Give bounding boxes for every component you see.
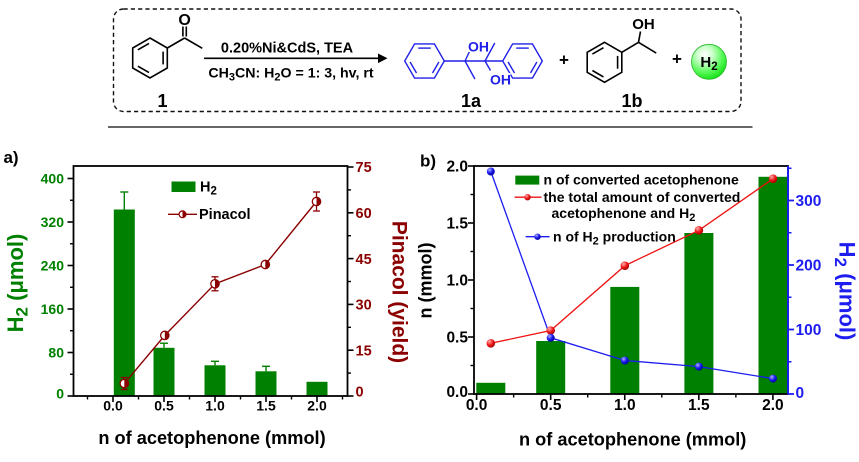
- svg-text:OH: OH: [490, 71, 511, 87]
- svg-text:2.0: 2.0: [762, 397, 784, 414]
- svg-text:n of acetophenone (mmol): n of acetophenone (mmol): [519, 430, 746, 450]
- svg-text:+: +: [672, 49, 682, 68]
- svg-text:Pinacol (yield): Pinacol (yield): [388, 221, 411, 363]
- svg-text:n (mmol): n (mmol): [415, 243, 435, 319]
- svg-text:15: 15: [356, 343, 372, 359]
- svg-text:2.0: 2.0: [446, 158, 468, 175]
- svg-text:45: 45: [356, 252, 372, 268]
- svg-text:n of acetophenone (mmol): n of acetophenone (mmol): [98, 428, 325, 448]
- svg-text:0: 0: [796, 385, 805, 402]
- svg-text:n of H2 production: n of H2 production: [553, 228, 676, 247]
- svg-text:1b: 1b: [621, 91, 642, 111]
- svg-text:OH: OH: [468, 38, 489, 54]
- svg-text:1.5: 1.5: [688, 397, 710, 414]
- svg-text:0.0: 0.0: [446, 384, 468, 401]
- svg-text:60: 60: [356, 206, 372, 222]
- svg-text:0.5: 0.5: [446, 329, 468, 346]
- svg-text:320: 320: [41, 214, 65, 230]
- svg-text:OH: OH: [632, 16, 655, 33]
- svg-text:240: 240: [41, 258, 65, 274]
- svg-text:1: 1: [157, 91, 167, 111]
- svg-text:O: O: [178, 12, 190, 29]
- svg-text:1.0: 1.0: [446, 272, 468, 289]
- svg-text:Pinacol: Pinacol: [199, 207, 251, 223]
- svg-text:400: 400: [41, 171, 65, 187]
- svg-text:0.5: 0.5: [540, 397, 562, 414]
- svg-text:acetophenone and H2: acetophenone and H2: [552, 205, 696, 224]
- svg-text:1.5: 1.5: [446, 215, 468, 232]
- svg-text:100: 100: [796, 322, 822, 339]
- svg-text:a): a): [3, 148, 18, 167]
- svg-text:0.20%Ni&CdS, TEA: 0.20%Ni&CdS, TEA: [221, 41, 354, 57]
- svg-text:0.5: 0.5: [154, 398, 174, 414]
- svg-text:b): b): [420, 152, 436, 171]
- svg-text:+: +: [559, 51, 569, 70]
- svg-text:H2 (μmol): H2 (μmol): [3, 234, 32, 333]
- svg-text:75: 75: [356, 160, 372, 176]
- svg-text:n of converted acetophenone: n of converted acetophenone: [544, 172, 739, 188]
- svg-text:0.0: 0.0: [103, 398, 123, 414]
- svg-text:CH3CN: H2O = 1: 3, hv, rt: CH3CN: H2O = 1: 3, hv, rt: [208, 65, 374, 83]
- svg-text:80: 80: [48, 345, 64, 361]
- svg-text:H2 (μmol): H2 (μmol): [831, 242, 859, 341]
- svg-text:160: 160: [41, 301, 65, 317]
- svg-text:1a: 1a: [461, 91, 482, 111]
- svg-text:0: 0: [356, 385, 364, 401]
- svg-text:the total amount of converted: the total amount of converted: [544, 189, 741, 205]
- svg-text:1.0: 1.0: [614, 397, 636, 414]
- svg-text:0.0: 0.0: [466, 397, 488, 414]
- svg-text:300: 300: [796, 193, 822, 210]
- svg-text:30: 30: [356, 298, 372, 314]
- svg-text:0: 0: [56, 386, 64, 402]
- svg-text:1.0: 1.0: [205, 398, 225, 414]
- svg-text:200: 200: [796, 257, 822, 274]
- svg-text:1.5: 1.5: [256, 398, 276, 414]
- svg-text:2.0: 2.0: [307, 398, 327, 414]
